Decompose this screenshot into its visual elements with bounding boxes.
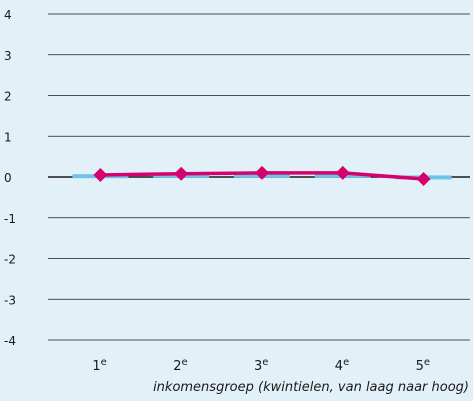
y-tick-label: -3 [4, 293, 16, 307]
y-tick-label: 0 [4, 171, 12, 185]
y-tick-labels: 4 3 2 1 0 -1 -2 -3 -4 [4, 8, 16, 348]
series-1-marker [416, 172, 431, 187]
y-tick-label: 3 [4, 49, 12, 63]
series-layer [72, 165, 452, 187]
x-tick-label: 3e [254, 357, 268, 374]
x-tick-label-sup: e [262, 357, 268, 368]
x-tick-label-main: 4 [335, 359, 343, 374]
x-tick-label-main: 5 [416, 359, 424, 374]
x-tick-label: 4e [335, 357, 349, 374]
x-tick-label: 5e [416, 357, 430, 374]
x-tick-labels: 1e 2e 3e 4e 5e [92, 357, 430, 374]
y-tick-label: 1 [4, 130, 12, 144]
series-1-marker [174, 166, 189, 181]
x-tick-label-main: 2 [173, 359, 181, 374]
y-tick-label: -4 [4, 334, 16, 348]
series-1-marker [335, 165, 350, 180]
x-tick-label-sup: e [424, 357, 430, 368]
x-tick-label: 1e [92, 357, 106, 374]
x-tick-label-sup: e [343, 357, 349, 368]
y-tick-label: -1 [4, 212, 16, 226]
x-tick-label-sup: e [101, 357, 107, 368]
series-1-marker [93, 167, 108, 182]
y-tick-label: 2 [4, 90, 12, 104]
x-tick-label-main: 1 [92, 359, 100, 374]
x-axis-label: inkomensgroep (kwintielen, van laag naar… [153, 380, 469, 395]
series-1-marker [255, 165, 269, 180]
y-tick-label: 4 [4, 8, 12, 22]
y-tick-label: -2 [4, 253, 16, 267]
x-tick-label: 2e [173, 357, 187, 374]
x-tick-label-main: 3 [254, 359, 262, 374]
x-tick-label-sup: e [181, 357, 187, 368]
